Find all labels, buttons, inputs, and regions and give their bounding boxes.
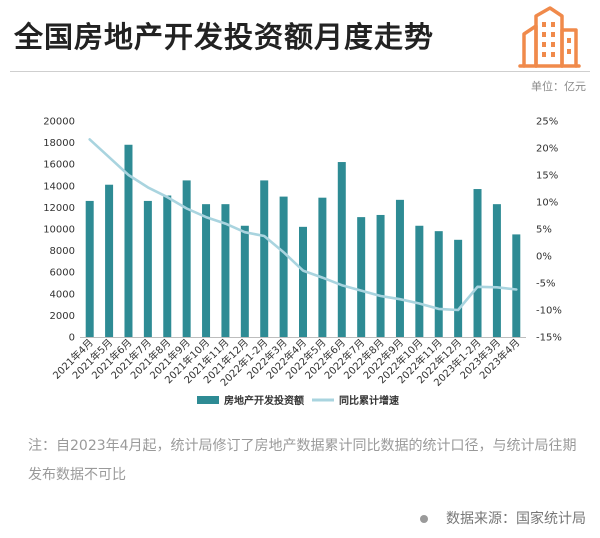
bar	[105, 184, 114, 337]
bar	[163, 195, 172, 337]
y-left-tick-label: 10000	[43, 225, 75, 236]
footnote: 注：自2023年4月起，统计局修订了房地产数据累计同比数据的统计口径，与统计局往…	[28, 438, 577, 483]
page-title: 全国房地产开发投资额月度走势	[14, 20, 435, 54]
bar	[260, 180, 269, 337]
bar	[512, 234, 521, 337]
y-left-tick-label: 2000	[50, 311, 75, 322]
y-right-tick-label: -5%	[536, 279, 555, 290]
bar	[124, 144, 133, 337]
bar	[357, 217, 366, 337]
y-left-tick-label: 14000	[43, 181, 75, 192]
y-left-tick-label: 12000	[43, 203, 75, 214]
investment-chart: 0 2000 4000 6000 8000 10000 12000 14000 16000 180…	[43, 117, 562, 408]
bar	[85, 200, 94, 337]
bar	[376, 214, 385, 337]
bar	[221, 204, 230, 337]
y-right-tick-label: 15%	[536, 171, 558, 182]
y-left-tick-label: 0	[69, 333, 75, 344]
legend-line-label: 同比累计增速	[339, 394, 399, 407]
bar	[337, 162, 346, 337]
y-right-tick-label: 0%	[536, 252, 552, 263]
bar	[202, 204, 211, 337]
bar	[395, 199, 404, 337]
legend-bar-label: 房地产开发投资额	[224, 394, 304, 407]
unit-label: 单位：亿元	[531, 80, 586, 93]
legend-bar-swatch	[197, 396, 219, 404]
bar	[182, 180, 191, 337]
bar	[434, 231, 443, 337]
y-left-tick-label: 16000	[43, 160, 75, 171]
y-right-tick-label: 25%	[536, 117, 558, 128]
building-icon	[518, 6, 581, 68]
bar	[473, 189, 482, 337]
y-right-tick-label: 20%	[536, 144, 558, 155]
y-left-tick-label: 4000	[50, 289, 75, 300]
header-divider	[10, 71, 590, 72]
bar	[299, 226, 307, 337]
growth-line	[88, 138, 518, 312]
y-right-tick-label: 10%	[536, 198, 558, 209]
y-right-tick-label: -10%	[536, 306, 562, 317]
bar	[318, 197, 327, 337]
y-right-tick-label: 5%	[536, 225, 552, 236]
bar	[279, 196, 288, 337]
bar	[143, 200, 152, 337]
data-source: 数据来源：国家统计局	[420, 508, 586, 528]
bar	[492, 204, 501, 337]
bullet-dot	[420, 515, 428, 523]
bar	[454, 239, 463, 337]
y-left-tick-label: 6000	[50, 268, 75, 279]
bar	[240, 225, 249, 337]
y-left-tick-label: 8000	[50, 246, 75, 257]
source-text: 数据来源：国家统计局	[446, 511, 586, 527]
y-right-tick-label: -15%	[536, 333, 562, 344]
bar	[415, 225, 424, 337]
y-left-tick-label: 18000	[43, 138, 75, 149]
y-left-tick-label: 20000	[43, 117, 75, 128]
